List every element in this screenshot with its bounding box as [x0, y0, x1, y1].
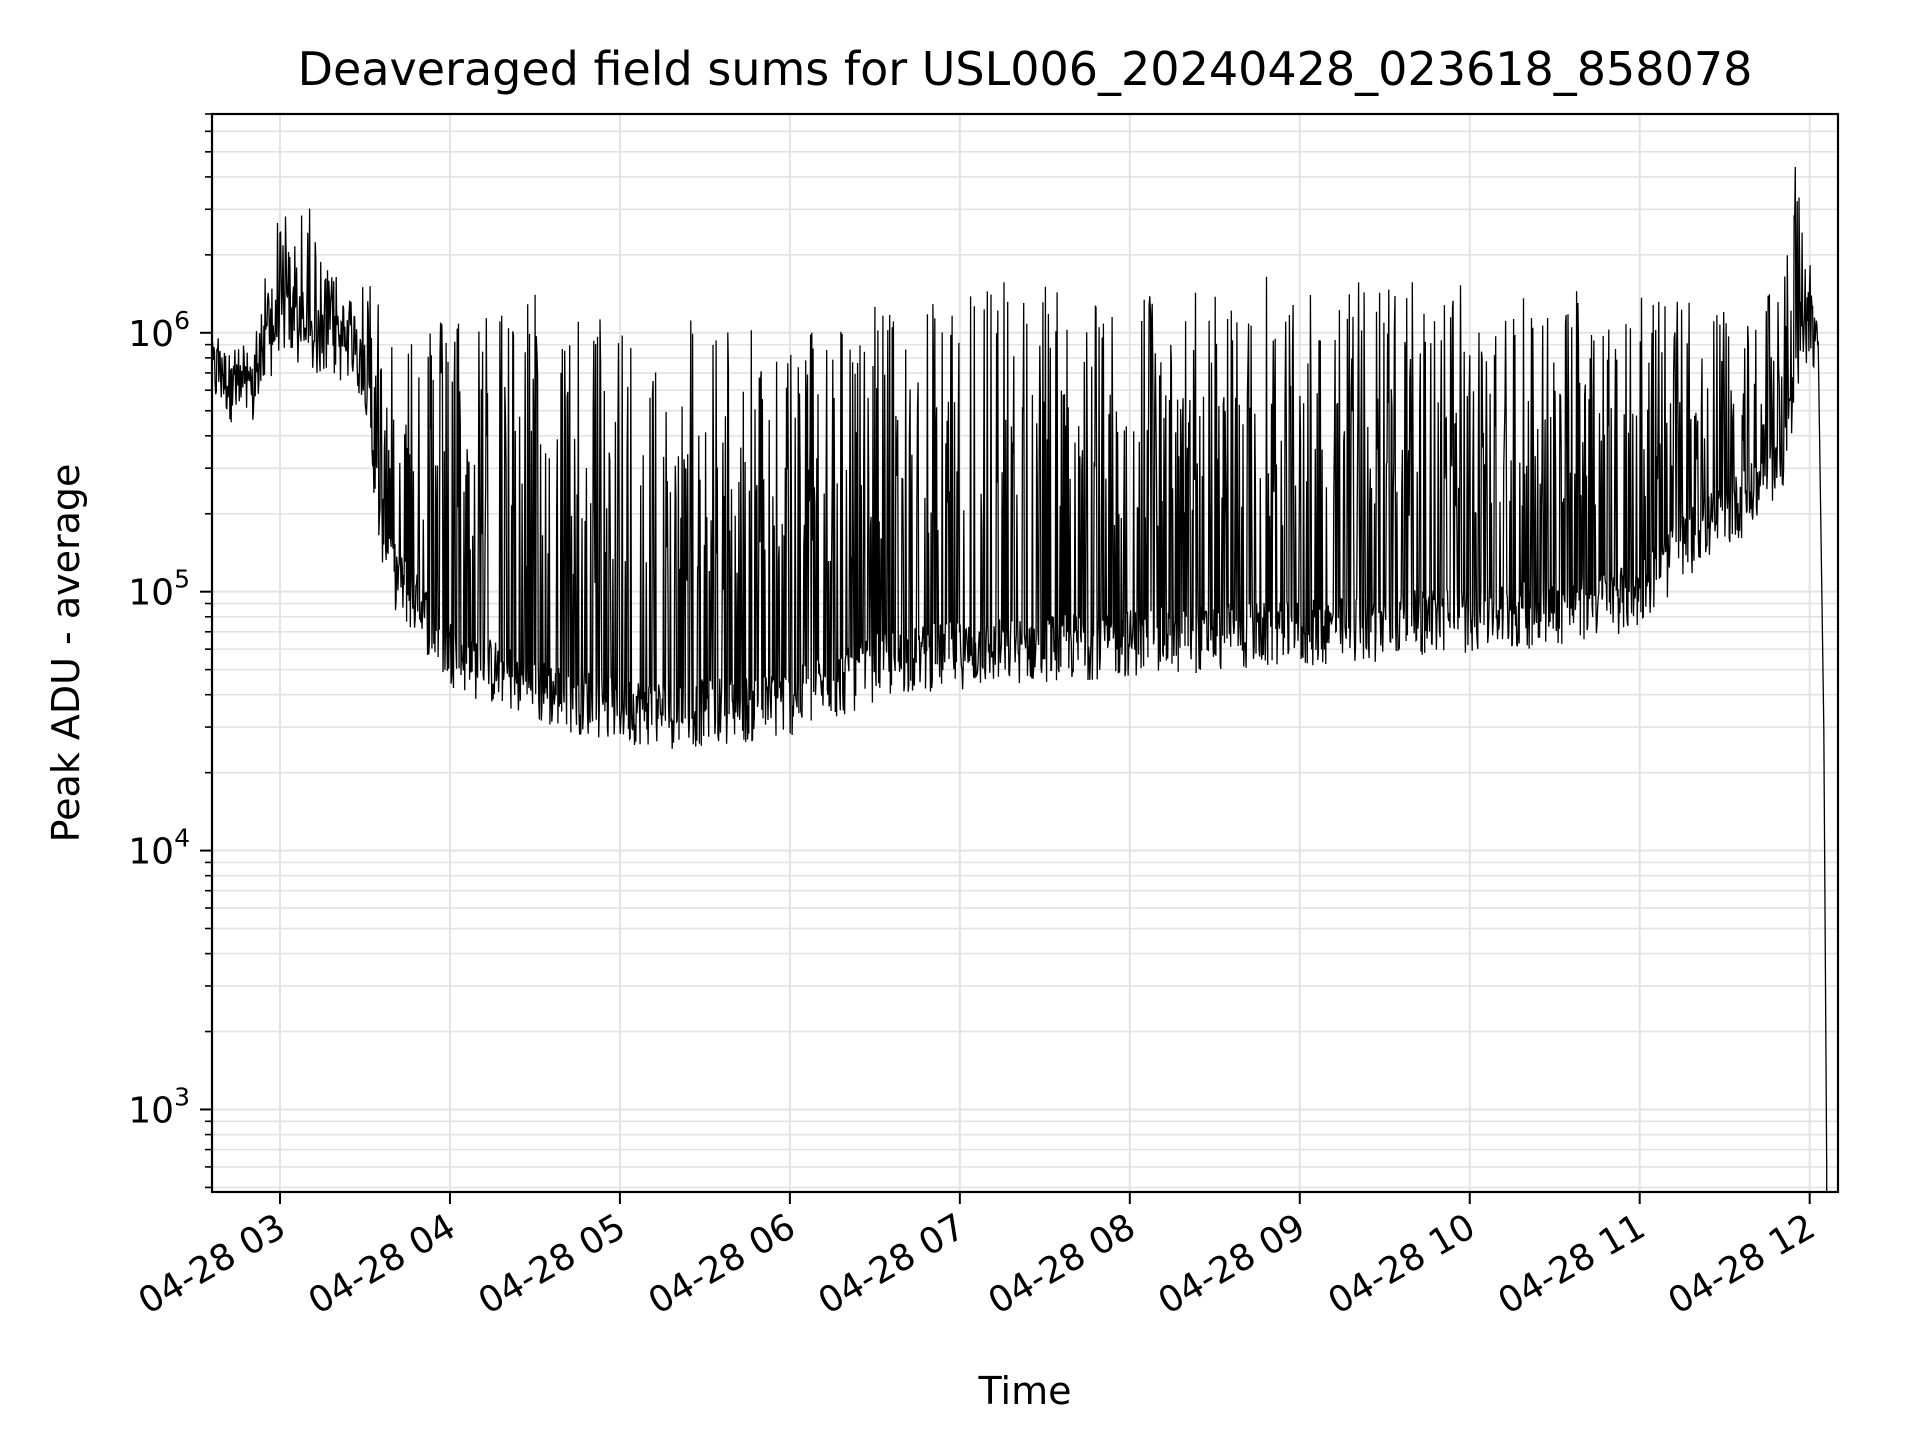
y-tick-label-base: 10 [128, 573, 174, 614]
chart-title: Deaveraged field sums for USL006_2024042… [298, 42, 1753, 96]
y-tick-label: 104 [128, 824, 190, 873]
y-tick-label-exponent: 3 [174, 1082, 190, 1111]
plot-frame [210, 112, 1840, 1194]
y-tick-label-base: 10 [128, 832, 174, 873]
y-tick-label-exponent: 4 [174, 824, 190, 853]
y-axis-label: Peak ADU - average [44, 464, 88, 843]
y-tick-label-base: 10 [128, 1090, 174, 1131]
y-tick-label: 105 [128, 565, 190, 614]
y-tick-label-base: 10 [128, 314, 174, 355]
y-tick-label-exponent: 5 [174, 565, 190, 594]
y-tick-label: 106 [128, 306, 190, 355]
x-axis-label: Time [978, 1369, 1072, 1413]
series-line [211, 166, 1828, 1192]
series-path [211, 166, 1828, 1192]
y-tick-label-exponent: 6 [174, 306, 190, 335]
y-tick-label: 103 [128, 1082, 190, 1131]
